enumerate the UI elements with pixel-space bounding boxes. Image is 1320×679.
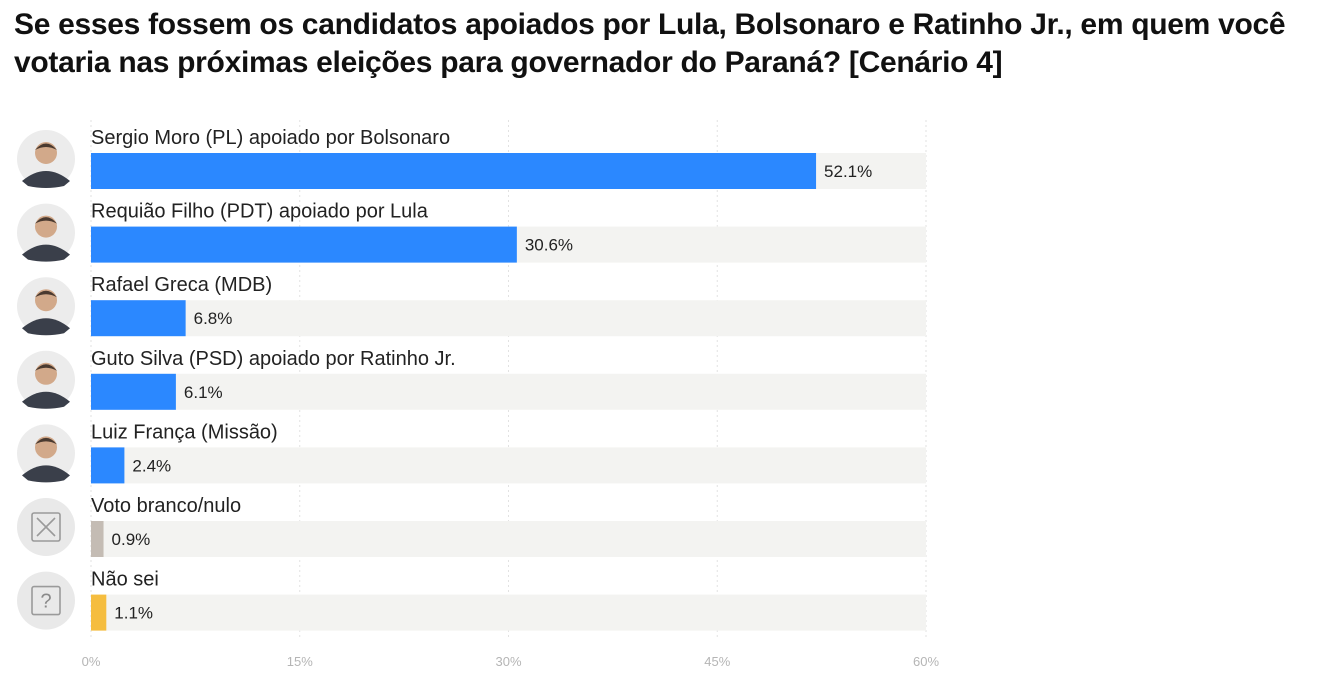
candidate-photo-icon bbox=[17, 350, 75, 409]
svg-text:?: ? bbox=[40, 591, 51, 613]
bar-row: Rafael Greca (MDB) 6.8% bbox=[17, 274, 926, 337]
bar-track bbox=[91, 373, 926, 410]
candidate-photo-icon bbox=[17, 130, 75, 188]
category-label: Guto Silva (PSD) apoiado por Ratinho Jr. bbox=[91, 348, 456, 370]
bar bbox=[91, 226, 517, 263]
bar-row: ? Não sei 1.1% bbox=[17, 569, 926, 631]
value-label: 6.1% bbox=[184, 383, 223, 402]
question-box-icon bbox=[31, 585, 61, 616]
bar-track bbox=[91, 521, 926, 557]
avatar-placeholder bbox=[17, 571, 75, 630]
category-label: Não sei bbox=[91, 569, 159, 591]
candidate-photo-icon bbox=[17, 424, 75, 483]
value-label: 6.8% bbox=[194, 309, 233, 328]
candidate-photo-icon bbox=[17, 203, 75, 262]
x-tick-label: 15% bbox=[287, 654, 313, 669]
bar-track bbox=[91, 447, 926, 484]
x-tick-label: 45% bbox=[704, 654, 730, 669]
value-label: 52.1% bbox=[824, 162, 872, 181]
bar-track bbox=[91, 300, 926, 337]
bar-track bbox=[91, 594, 926, 631]
x-box-icon bbox=[31, 512, 61, 542]
chart-title: Se esses fossem os candidatos apoiados p… bbox=[14, 8, 1286, 79]
bar-row: Sergio Moro (PL) apoiado por Bolsonaro 52… bbox=[17, 127, 926, 189]
bar-row: Voto branco/nulo 0.9% bbox=[17, 495, 926, 557]
bar bbox=[91, 447, 125, 484]
bar-row: Luiz França (Missão) 2.4% bbox=[17, 421, 926, 484]
value-label: 2.4% bbox=[132, 456, 171, 475]
value-label: 1.1% bbox=[114, 604, 153, 623]
bar bbox=[91, 153, 817, 189]
x-tick-label: 0% bbox=[82, 654, 101, 669]
category-label: Requião Filho (PDT) apoiado por Lula bbox=[91, 201, 429, 223]
category-label: Voto branco/nulo bbox=[91, 495, 241, 517]
category-label: Luiz França (Missão) bbox=[91, 421, 278, 443]
candidate-photo-icon bbox=[17, 277, 75, 336]
bar-row: Requião Filho (PDT) apoiado por Lula 30.6… bbox=[17, 201, 926, 263]
category-label: Rafael Greca (MDB) bbox=[91, 274, 272, 296]
value-label: 30.6% bbox=[525, 236, 573, 255]
bar-row: Guto Silva (PSD) apoiado por Ratinho Jr.… bbox=[17, 348, 926, 410]
bar bbox=[91, 373, 176, 410]
x-tick-label: 30% bbox=[495, 654, 521, 669]
bar bbox=[91, 521, 104, 557]
bar bbox=[91, 594, 107, 631]
bar bbox=[91, 300, 186, 337]
category-label: Sergio Moro (PL) apoiado por Bolsonaro bbox=[91, 127, 450, 149]
x-tick-label: 60% bbox=[913, 654, 939, 669]
value-label: 0.9% bbox=[112, 530, 151, 549]
